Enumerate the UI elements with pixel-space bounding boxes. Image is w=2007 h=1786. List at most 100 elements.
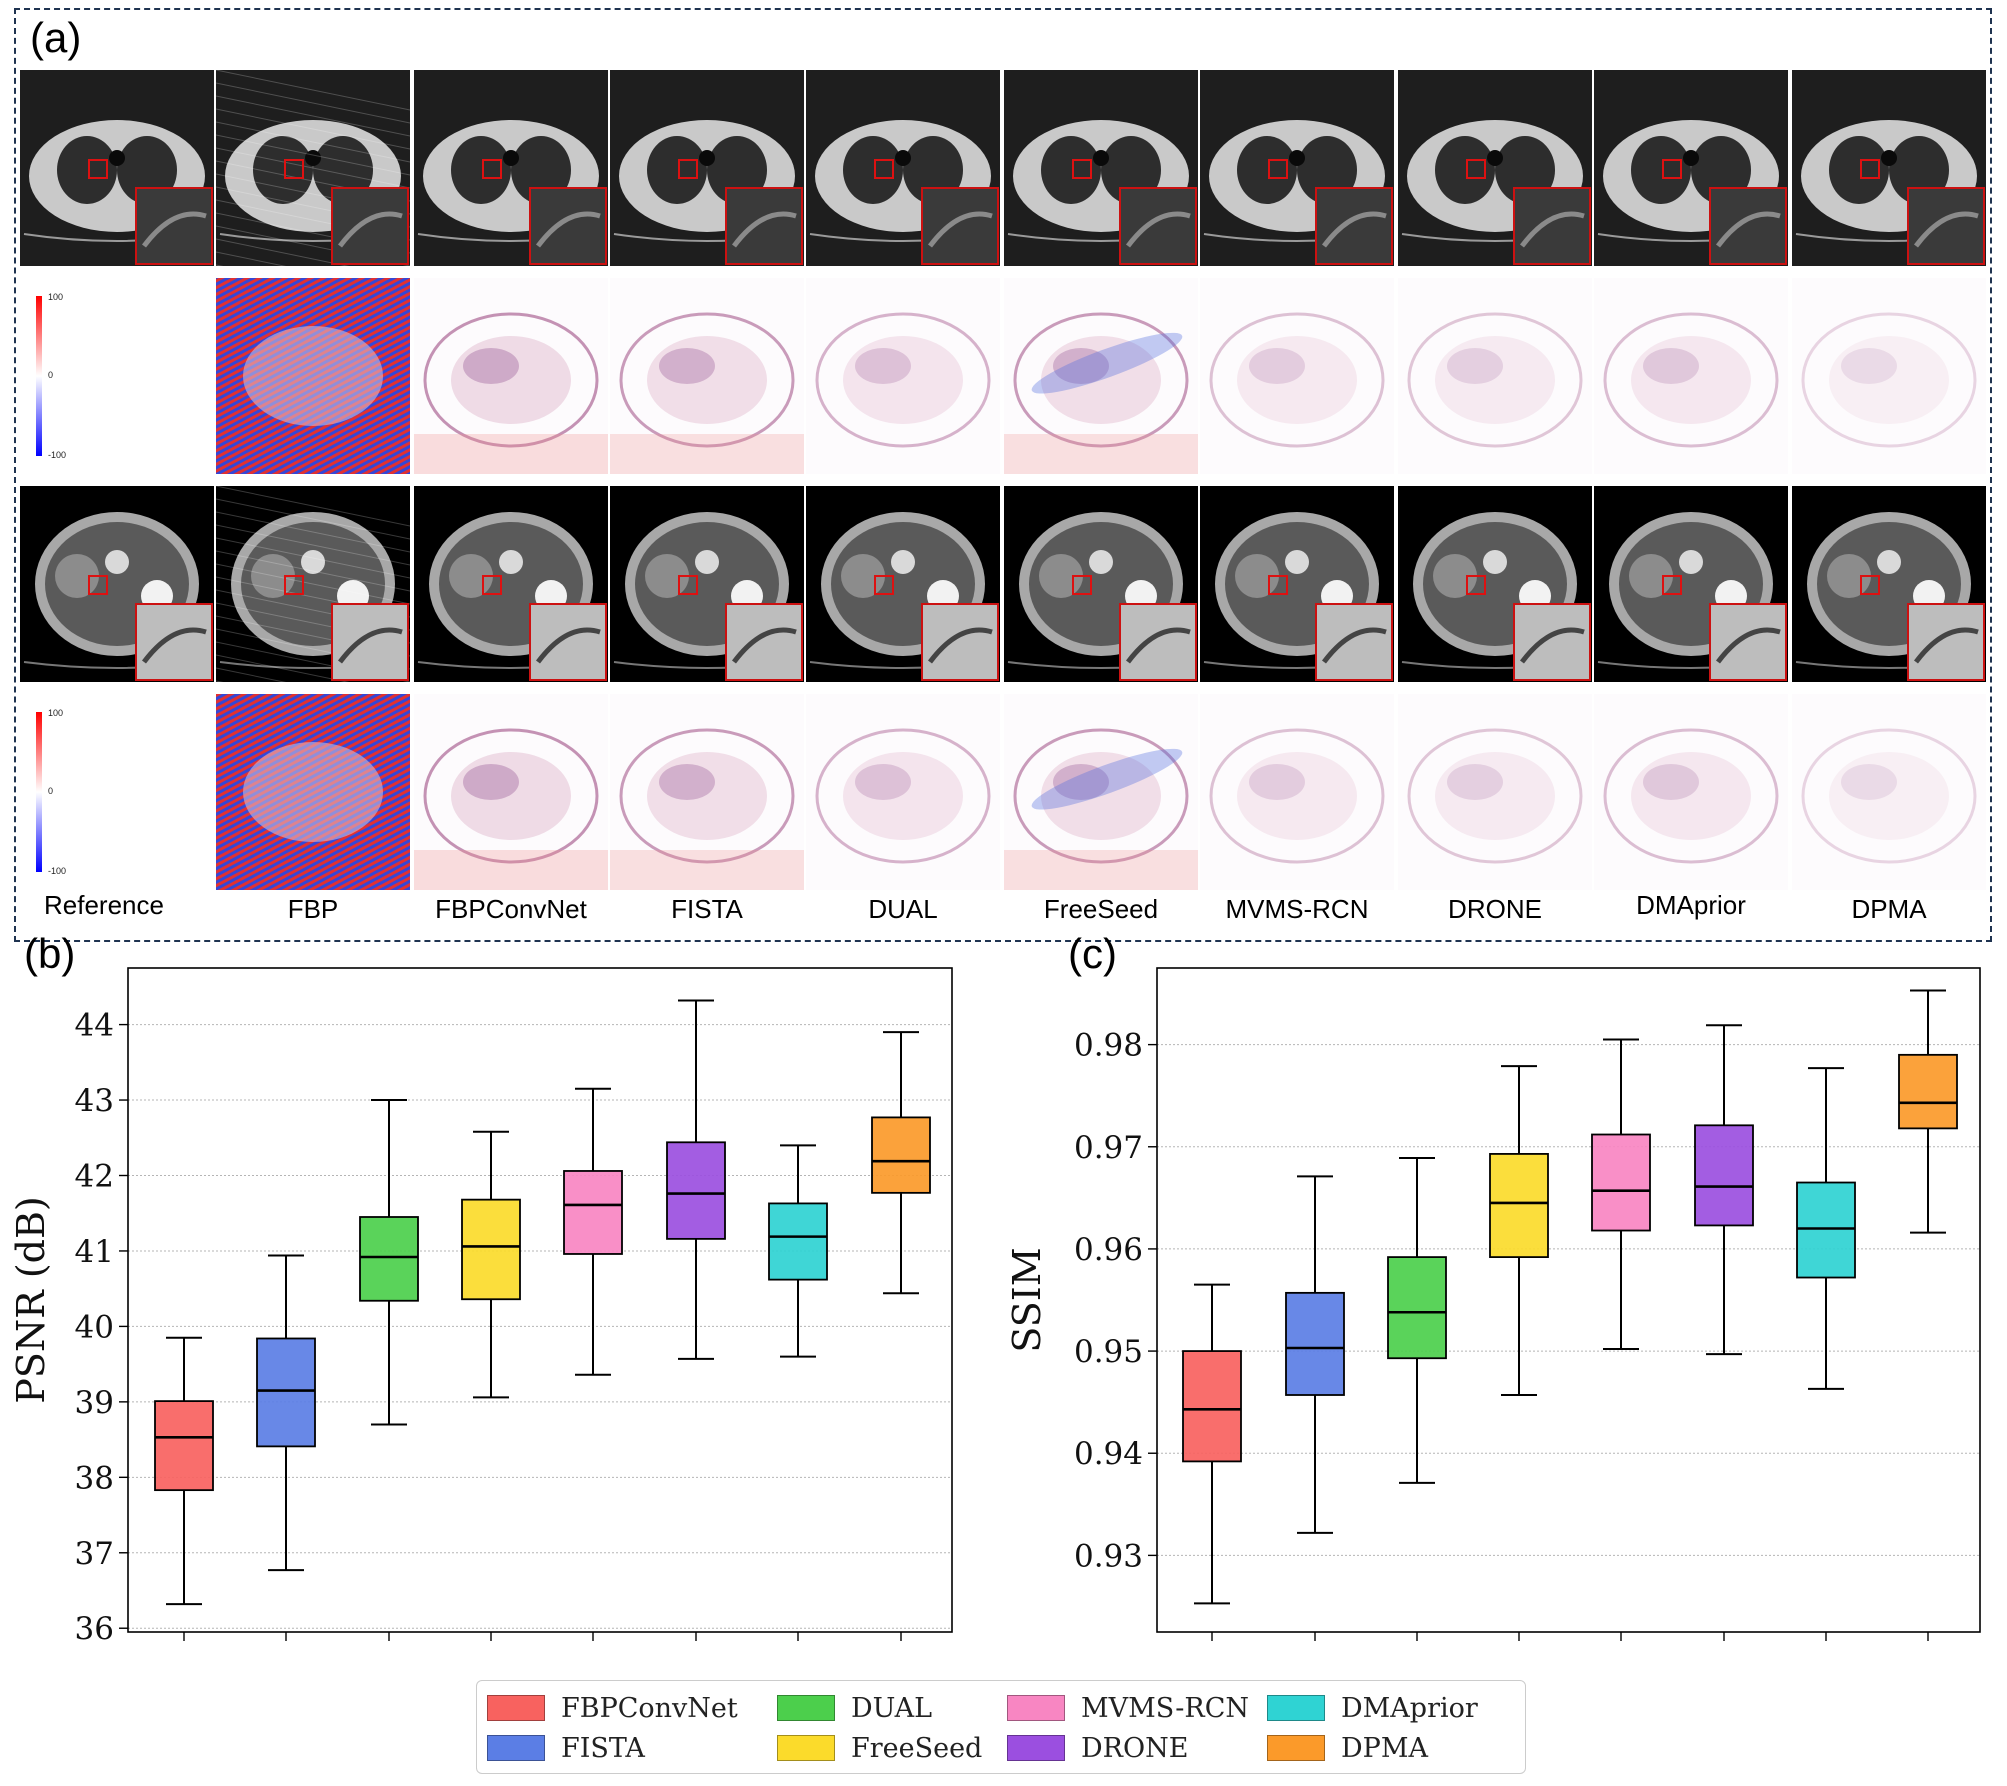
method-label: MVMS-RCN [1225,894,1369,924]
method-label: DMAprior [1636,890,1746,920]
image-tile [1004,694,1198,890]
colorbar: 100 0 -100 [36,292,66,460]
legend-item: MVMS-RCN [1007,1691,1249,1725]
image-tile [1594,278,1788,474]
box-FISTA [1285,1291,1345,1396]
box-DPMA [1898,1053,1958,1130]
box-FBPConvNet [1182,1350,1242,1463]
box-FBPConvNet [154,1400,214,1492]
chart-legend: FBPConvNet DUAL MVMS-RCN DMAprior FISTA FreeS… [476,1680,1526,1774]
image-tile: 100 0 -100 [36,292,66,460]
box-MVMS-RCN [563,1170,623,1255]
image-tile [20,486,214,682]
legend-item: DMAprior [1267,1691,1478,1725]
legend-label: DUAL [851,1692,932,1724]
box-FISTA [256,1337,316,1448]
y-tick-label: 44 [75,1008,114,1044]
colorbar-tick-max: 100 [48,292,63,302]
legend-label: FBPConvNet [561,1692,738,1724]
image-tile [1594,694,1788,890]
y-tick-label: 0.97 [1074,1130,1143,1166]
image-grid: 100 0 -100 100 0 -100 [20,69,1986,890]
method-label: DPMA [1851,894,1927,924]
image-tile [1004,278,1198,474]
image-tile [1792,694,1986,890]
image-tile [806,70,1000,266]
box-DRONE [666,1141,726,1240]
legend-label: FreeSeed [851,1732,983,1764]
image-tile [1398,694,1592,890]
box-DMAprior [1796,1181,1856,1279]
y-tick-label: 39 [75,1385,114,1421]
y-tick-label: 42 [75,1159,114,1195]
legend-item: FBPConvNet [487,1691,738,1725]
legend-label: MVMS-RCN [1081,1692,1250,1724]
colorbar-tick-mid: 0 [48,370,53,380]
method-label: DRONE [1448,894,1542,924]
method-label: FBPConvNet [435,894,587,924]
y-tick-label: 37 [75,1536,114,1572]
image-tile [1594,486,1788,682]
image-tile [1398,486,1592,682]
legend-label: DMAprior [1341,1692,1478,1724]
image-tile [1792,486,1986,682]
y-tick-label: 38 [75,1460,114,1496]
colorbar-tick-min: -100 [48,450,66,460]
legend-item: DPMA [1267,1731,1428,1765]
y-tick-label: 0.94 [1074,1436,1143,1472]
image-tile [1200,70,1394,266]
image-tile [610,70,804,266]
image-tile [1594,70,1788,266]
image-tile [215,485,411,722]
box-DRONE [1694,1124,1754,1227]
method-label: Reference [44,890,164,920]
legend-swatch [1007,1695,1065,1721]
method-label: DUAL [868,894,938,924]
box-DUAL [1387,1256,1447,1360]
legend-swatch [487,1695,545,1721]
legend-swatch [1267,1695,1325,1721]
image-tile [1200,278,1394,474]
colorbar-tick-mid: 0 [48,786,53,796]
plot-frame [127,967,953,1633]
panel-b-label: (b) [24,930,76,977]
legend-item: DRONE [1007,1731,1188,1765]
image-tile [215,69,411,306]
y-tick-label: 41 [75,1234,114,1270]
image-tile [1004,70,1198,266]
colorbar-tick-max: 100 [48,708,63,718]
legend-item: DUAL [777,1691,932,1725]
box-DMAprior [768,1202,828,1281]
box-DUAL [359,1216,419,1302]
panel-c-label: (c) [1068,930,1117,977]
box-MVMS-RCN [1591,1133,1651,1232]
image-tile [610,694,804,890]
image-tile [806,278,1000,474]
box-FreeSeed [461,1198,521,1301]
legend-label: DPMA [1341,1732,1428,1764]
figure-panel-a [14,8,1992,942]
image-tile [1200,694,1394,890]
legend-swatch [487,1735,545,1761]
image-tile [20,70,214,266]
image-tile [1200,486,1394,682]
legend-label: FISTA [561,1732,645,1764]
image-tile [216,278,410,474]
legend-swatch [1267,1735,1325,1761]
y-tick-label: 0.98 [1074,1028,1143,1064]
legend-swatch [777,1735,835,1761]
method-label: FBP [287,894,339,924]
y-tick-label: 0.95 [1074,1334,1143,1370]
image-tile: 100 0 -100 [36,708,66,876]
image-tile [1792,278,1986,474]
legend-item: FreeSeed [777,1731,982,1765]
y-tick-label: 40 [75,1309,114,1345]
image-tile [610,278,804,474]
legend-item: FISTA [487,1731,645,1765]
image-tile [806,694,1000,890]
method-label: FreeSeed [1043,894,1159,924]
image-tile [1004,486,1198,682]
image-tile [414,694,608,890]
y-tick-label: 0.96 [1074,1232,1143,1268]
image-tile [1398,70,1592,266]
